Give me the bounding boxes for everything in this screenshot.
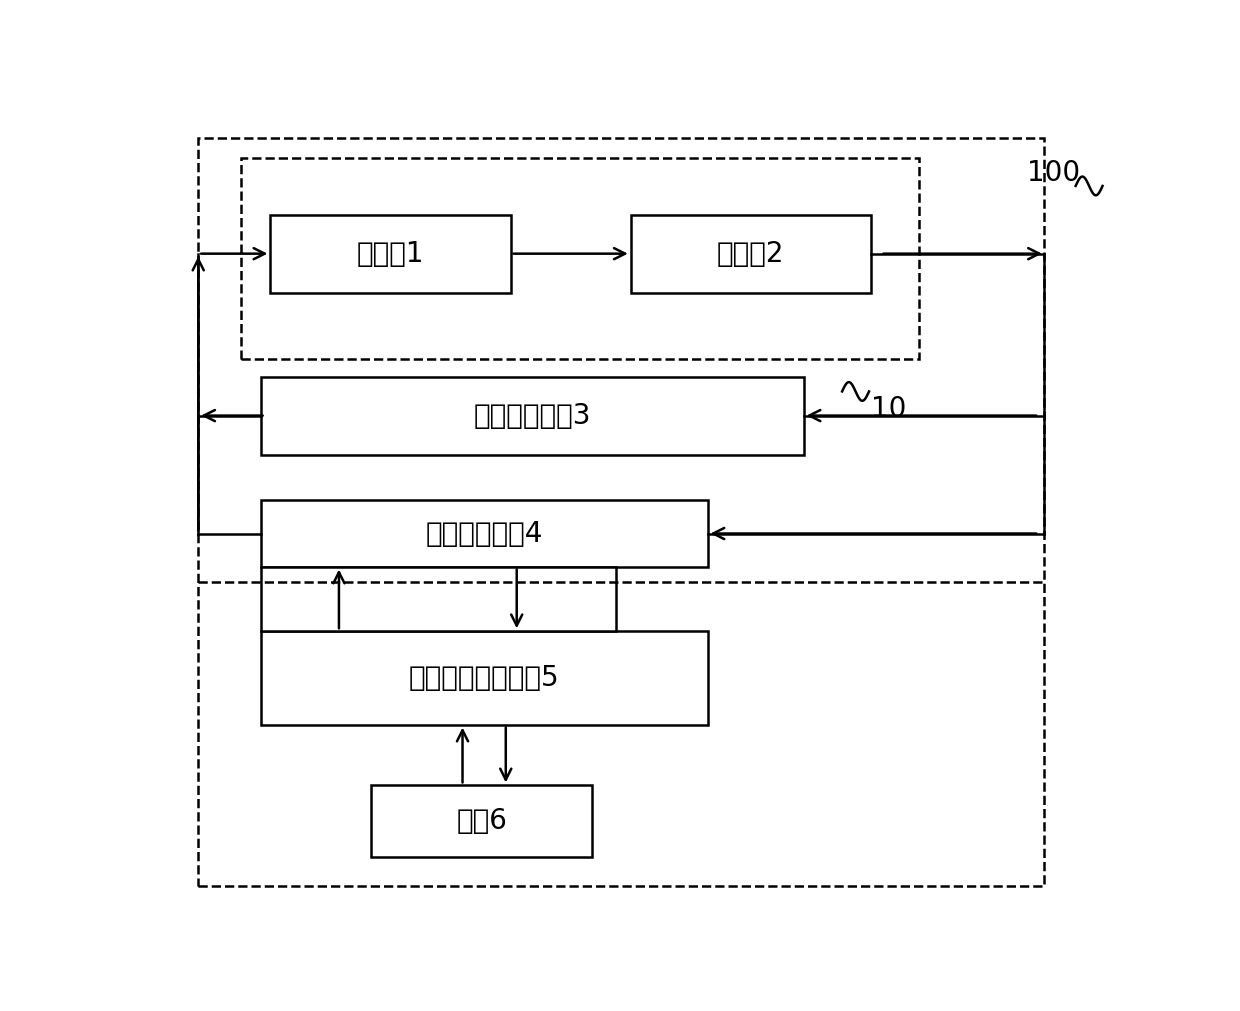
Text: 车内冷却支路3: 车内冷却支路3 [474, 401, 591, 430]
Bar [242, 158, 919, 359]
Text: 电池冷却支路4: 电池冷却支路4 [425, 520, 543, 548]
Bar [260, 631, 708, 725]
Text: 电池温度调节模坘5: 电池温度调节模坘5 [409, 664, 559, 692]
Bar [260, 566, 616, 631]
Text: 电池6: 电池6 [456, 807, 507, 835]
Text: 压缩机1: 压缩机1 [357, 240, 424, 268]
Bar [270, 214, 511, 292]
Bar [631, 214, 870, 292]
Text: 冷凝全2: 冷凝全2 [717, 240, 785, 268]
Bar [260, 377, 804, 455]
Bar [198, 139, 1044, 886]
Bar [371, 786, 593, 857]
Text: 100: 100 [1027, 159, 1080, 187]
Text: 10: 10 [870, 395, 906, 424]
Bar [260, 500, 708, 566]
